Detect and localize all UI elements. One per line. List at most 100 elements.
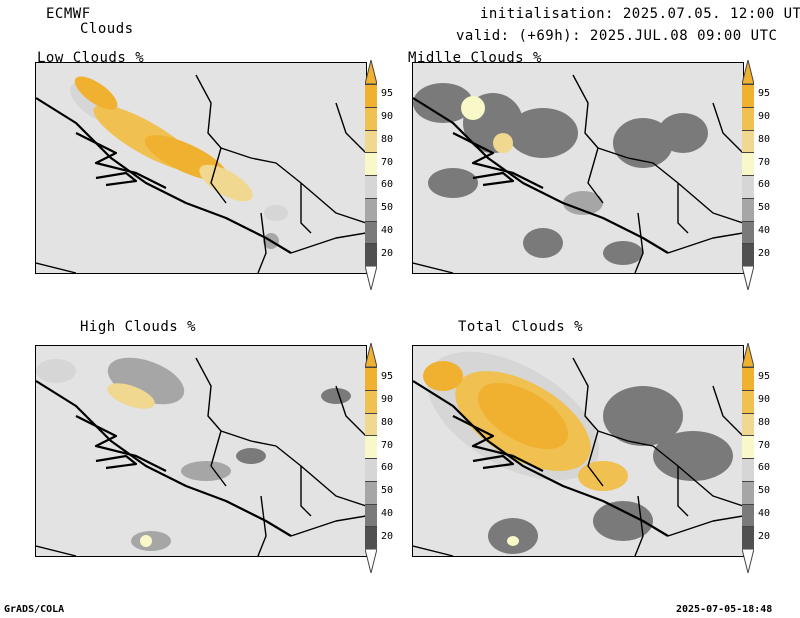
colorbar-segment: [365, 503, 377, 527]
boundary-line: [36, 545, 77, 556]
colorbar-segment: [365, 106, 377, 130]
boundary-line: [36, 97, 292, 254]
colorbar-segment: [742, 106, 754, 130]
colorbar-segment: [742, 220, 754, 244]
colorbar-segment: [742, 175, 754, 198]
colorbar-label: 20: [758, 247, 771, 259]
boundary-line: [95, 171, 138, 187]
boundary-line: [712, 102, 743, 154]
cloud-area: [508, 108, 578, 158]
colorbar-label: 60: [758, 462, 771, 474]
map-high-clouds: [35, 345, 367, 557]
cloud-area: [461, 96, 485, 120]
cloud-area: [199, 164, 253, 202]
map-layer: [36, 74, 366, 273]
colorbar-segment: [365, 84, 377, 107]
software-credit: GrADS/COLA: [4, 604, 65, 615]
colorbar-label: 90: [381, 111, 394, 123]
boundary-line: [472, 171, 515, 187]
colorbar-label: 40: [381, 507, 394, 519]
cloud-area: [578, 461, 628, 491]
colorbar-bottom-arrow: [742, 548, 754, 573]
colorbar-segment: [365, 197, 377, 221]
colorbar-label: 70: [381, 156, 394, 168]
colorbar-segment: [742, 435, 754, 458]
colorbar-label: 20: [758, 530, 771, 542]
colorbar-label: 20: [381, 530, 394, 542]
colorbar-segment: [365, 367, 377, 390]
cloud-area: [593, 501, 653, 541]
cloud-area: [603, 241, 643, 265]
colorbar-label: 40: [381, 224, 394, 236]
colorbar-top-arrow: [742, 60, 754, 85]
cloud-area: [653, 431, 733, 481]
boundary-line: [572, 357, 604, 487]
boundary-line: [413, 380, 669, 537]
cloud-area: [477, 382, 569, 450]
colorbar-segment: [742, 84, 754, 107]
boundary-line: [257, 212, 267, 273]
colorbar-segment: [365, 458, 377, 481]
colorbar-label: 95: [758, 371, 771, 383]
boundary-line: [220, 147, 366, 224]
colorbar-bottom-left: 95 90 80 70 60 50 40 20: [365, 343, 393, 573]
init-time: initialisation: 2025.07.05. 12:00 UTC: [480, 6, 800, 22]
colorbar-bottom-right: 95 90 80 70 60 50 40 20: [742, 343, 770, 573]
cloud-area: [613, 118, 673, 168]
colorbar-segment: [365, 220, 377, 244]
colorbar-segment: [742, 129, 754, 153]
boundary-line: [300, 183, 312, 234]
boundary-line: [452, 132, 544, 189]
colorbar-top-right: 95 90 80 70 60 50 40 20: [742, 60, 770, 290]
cloud-area: [74, 76, 118, 110]
colorbar-top-arrow: [742, 343, 754, 368]
boundary-line: [413, 262, 454, 273]
colorbar-bottom-arrow: [742, 265, 754, 290]
cloud-area: [321, 388, 351, 404]
colorbar-top-arrow: [365, 60, 377, 85]
cloud-area: [423, 361, 463, 391]
cloud-area: [563, 191, 603, 215]
model-name: ECMWF: [46, 6, 91, 22]
colorbar-segment: [365, 412, 377, 436]
boundary-line: [712, 385, 743, 437]
colorbar-top-left: 95 90 80 70 60 50 40 20: [365, 60, 393, 290]
map-layer: [36, 357, 366, 556]
colorbar-label: 50: [758, 202, 771, 214]
boundary-line: [472, 454, 515, 470]
colorbar-segment: [365, 175, 377, 198]
cloud-area: [658, 113, 708, 153]
colorbar-label: 70: [758, 156, 771, 168]
colorbar-label: 50: [381, 485, 394, 497]
colorbar-label: 80: [758, 133, 771, 145]
boundary-line: [36, 262, 77, 273]
colorbar-segment: [365, 480, 377, 504]
colorbar-arrows: [365, 343, 377, 573]
colorbar-label: 90: [758, 111, 771, 123]
cloud-area: [428, 168, 478, 198]
colorbar-segment: [742, 503, 754, 527]
cloud-area: [264, 205, 288, 221]
panel-title-total: Total Clouds %: [458, 319, 584, 335]
map-total-clouds: [412, 345, 744, 557]
boundary-line: [290, 232, 366, 254]
colorbar-segment: [365, 435, 377, 458]
colorbar-label: 20: [381, 247, 394, 259]
boundary-line: [677, 183, 689, 234]
boundary-line: [335, 102, 366, 154]
boundary-line: [195, 357, 227, 487]
colorbar-segment: [742, 526, 754, 549]
cloud-area: [413, 83, 473, 123]
colorbar-bottom-arrow: [365, 548, 377, 573]
colorbar-top-arrow: [365, 343, 377, 368]
boundary-line: [597, 430, 743, 507]
colorbar-segment: [742, 412, 754, 436]
boundary-line: [95, 454, 138, 470]
map-middle-clouds: [412, 62, 744, 274]
boundary-line: [634, 495, 644, 556]
map-layer: [413, 351, 743, 556]
boundary-line: [413, 545, 454, 556]
cloud-area: [140, 535, 152, 547]
colorbar-label: 40: [758, 224, 771, 236]
boundary-line: [220, 430, 366, 507]
